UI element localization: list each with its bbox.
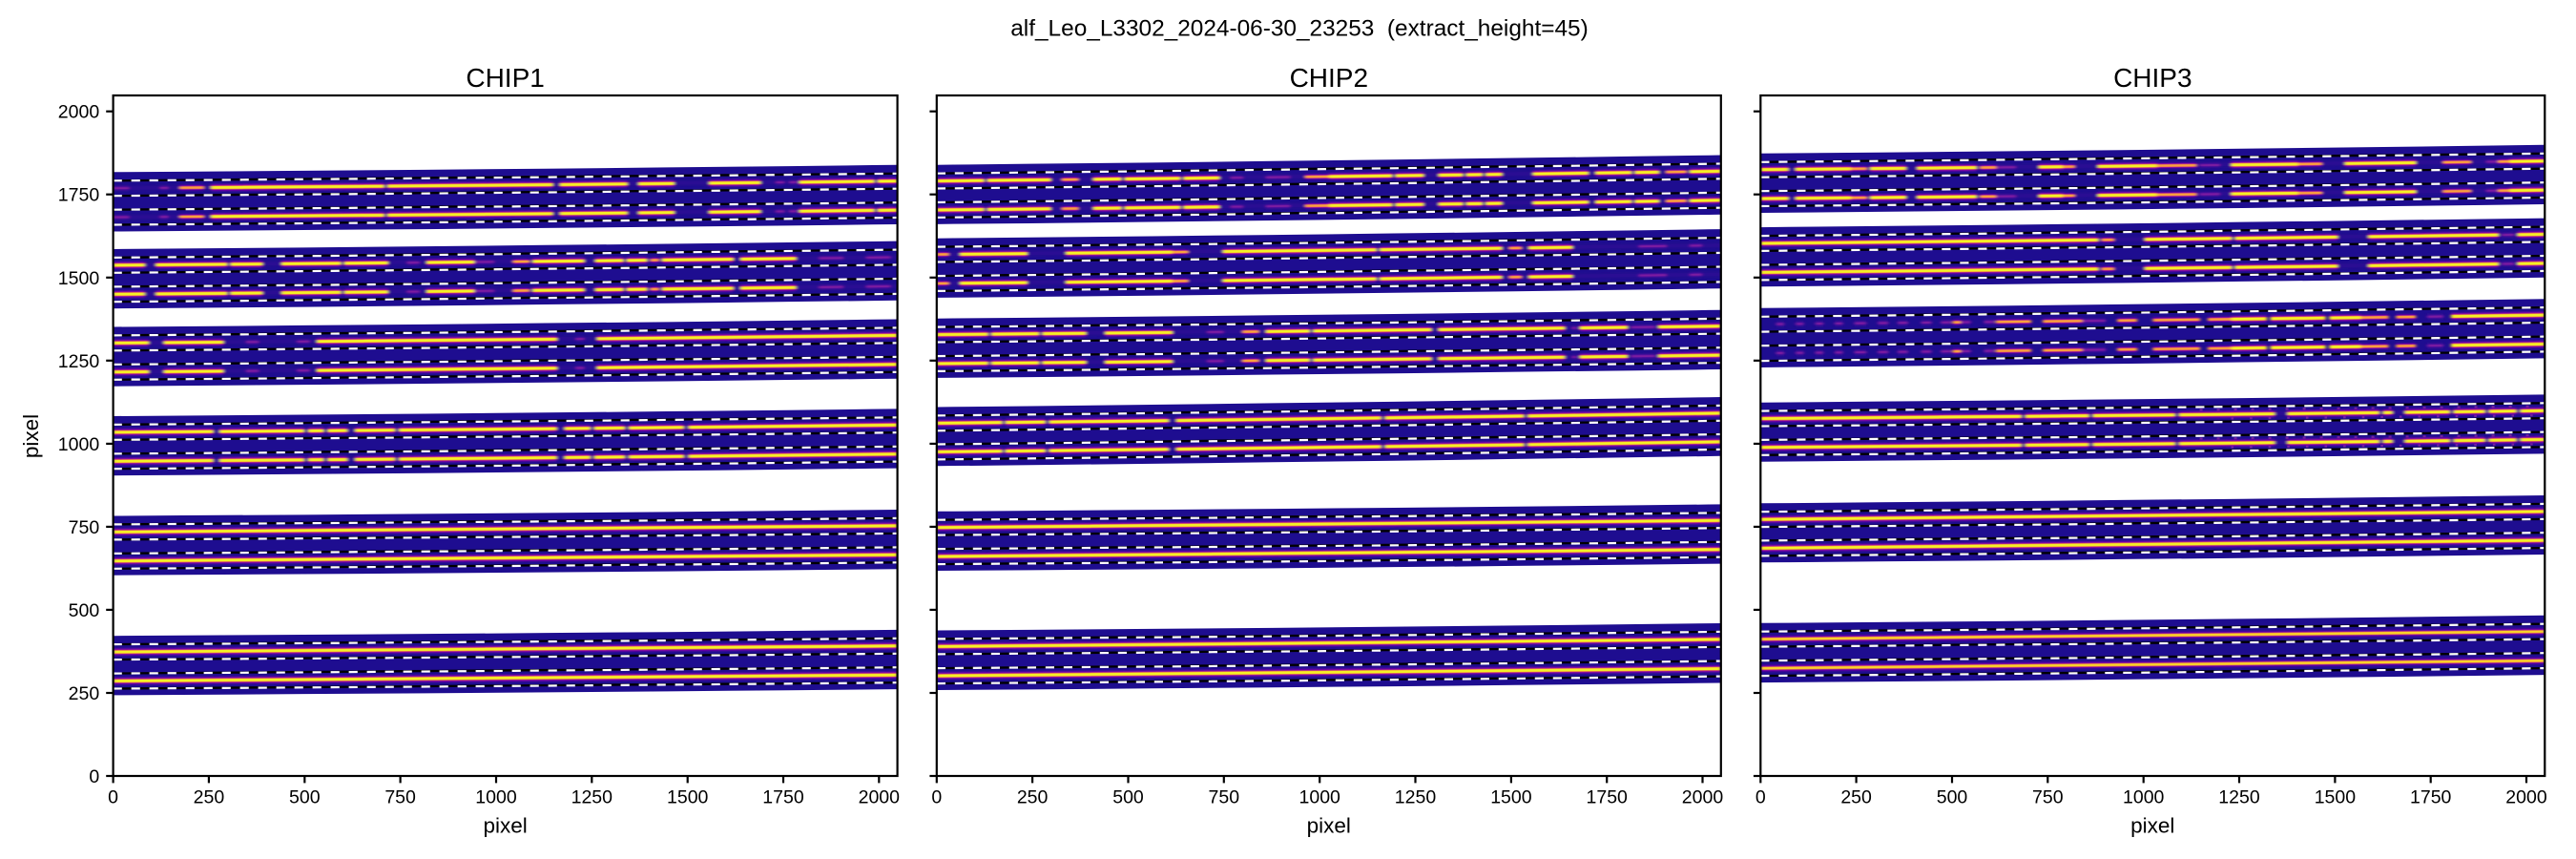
svg-text:1250: 1250 xyxy=(571,786,613,807)
svg-text:2000: 2000 xyxy=(58,102,100,123)
svg-text:1500: 1500 xyxy=(667,786,709,807)
svg-text:CHIP1: CHIP1 xyxy=(466,63,544,93)
svg-text:750: 750 xyxy=(2032,786,2064,807)
svg-text:0: 0 xyxy=(1755,786,1766,807)
svg-text:pixel: pixel xyxy=(483,814,527,838)
svg-text:0: 0 xyxy=(108,786,118,807)
svg-text:2000: 2000 xyxy=(2505,786,2547,807)
svg-text:1750: 1750 xyxy=(58,185,100,206)
svg-text:alf_Leo_L3302_2024-06-30_23253: alf_Leo_L3302_2024-06-30_23253 (extract_… xyxy=(1010,16,1589,42)
svg-text:1500: 1500 xyxy=(2315,786,2357,807)
svg-text:1750: 1750 xyxy=(2410,786,2452,807)
svg-text:1750: 1750 xyxy=(1587,786,1629,807)
svg-text:pixel: pixel xyxy=(1307,814,1351,838)
svg-text:750: 750 xyxy=(384,786,416,807)
svg-text:0: 0 xyxy=(89,766,99,787)
svg-text:500: 500 xyxy=(69,600,100,621)
svg-text:1000: 1000 xyxy=(1299,786,1341,807)
svg-text:1250: 1250 xyxy=(1395,786,1437,807)
svg-text:1250: 1250 xyxy=(58,351,100,372)
svg-text:250: 250 xyxy=(69,683,100,704)
svg-text:750: 750 xyxy=(69,517,100,538)
svg-text:250: 250 xyxy=(1017,786,1049,807)
svg-text:CHIP3: CHIP3 xyxy=(2113,63,2192,93)
svg-text:500: 500 xyxy=(1937,786,1968,807)
svg-text:1750: 1750 xyxy=(762,786,804,807)
svg-text:250: 250 xyxy=(1840,786,1872,807)
svg-text:2000: 2000 xyxy=(1682,786,1724,807)
svg-text:pixel: pixel xyxy=(19,414,43,458)
svg-text:CHIP2: CHIP2 xyxy=(1290,63,1368,93)
svg-text:500: 500 xyxy=(289,786,321,807)
svg-text:1000: 1000 xyxy=(475,786,517,807)
svg-text:0: 0 xyxy=(931,786,942,807)
svg-text:2000: 2000 xyxy=(859,786,901,807)
svg-text:1000: 1000 xyxy=(2123,786,2165,807)
svg-text:1500: 1500 xyxy=(58,268,100,289)
svg-text:pixel: pixel xyxy=(2130,814,2174,838)
svg-text:500: 500 xyxy=(1112,786,1144,807)
svg-text:750: 750 xyxy=(1209,786,1240,807)
svg-text:1500: 1500 xyxy=(1490,786,1532,807)
svg-text:1250: 1250 xyxy=(2218,786,2260,807)
svg-text:1000: 1000 xyxy=(58,434,100,455)
svg-text:250: 250 xyxy=(194,786,225,807)
